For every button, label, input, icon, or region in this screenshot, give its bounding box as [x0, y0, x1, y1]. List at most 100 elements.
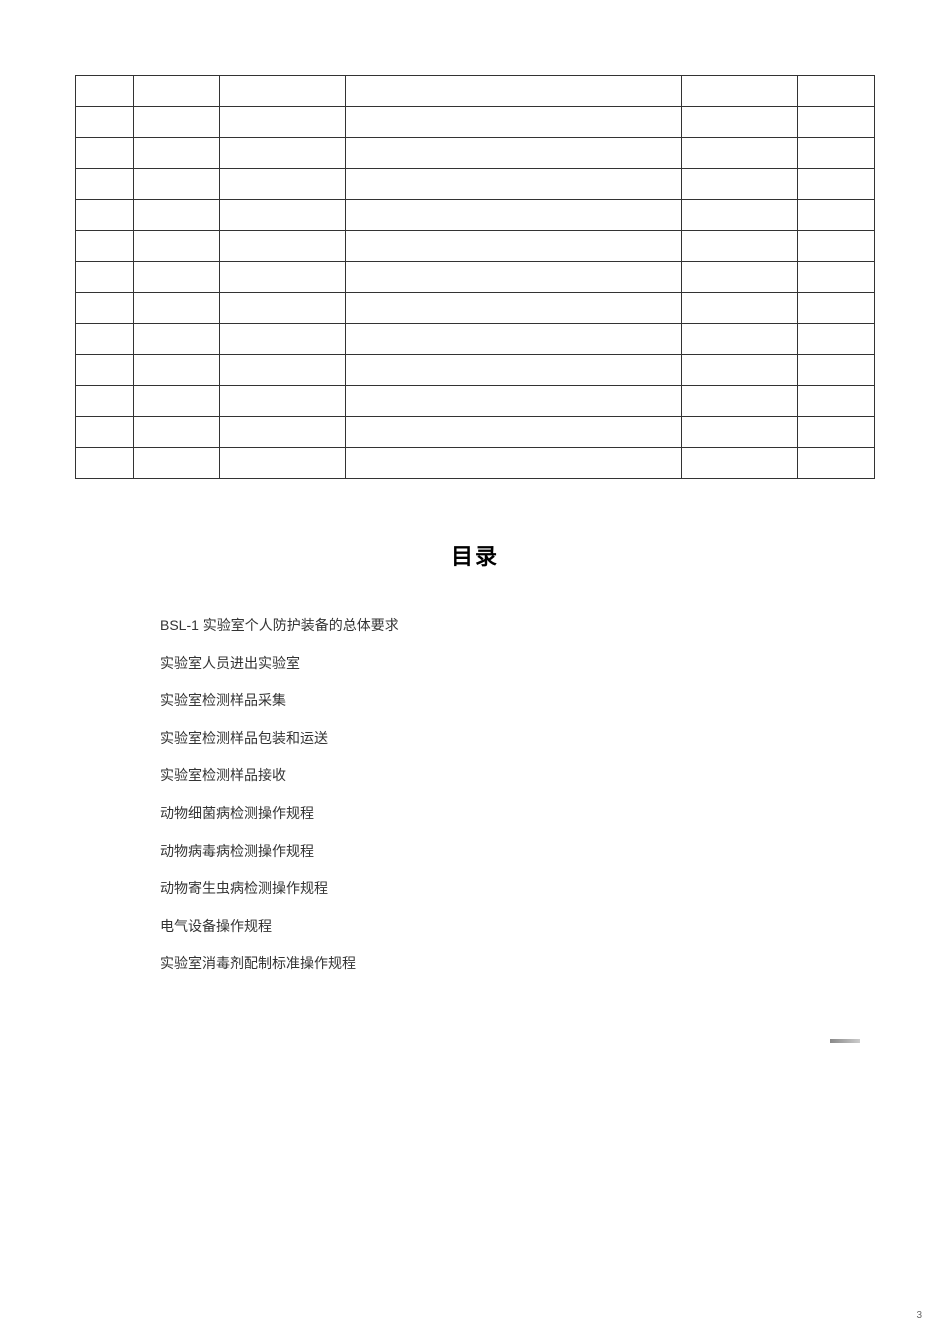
table-cell	[797, 200, 874, 231]
table-cell	[345, 107, 682, 138]
table-cell	[220, 355, 345, 386]
table-cell	[345, 386, 682, 417]
table-cell	[682, 76, 798, 107]
table-row	[76, 355, 875, 386]
table-cell	[220, 76, 345, 107]
table-cell	[345, 169, 682, 200]
table-cell	[133, 76, 220, 107]
toc-item: 实验室检测样品接收	[160, 766, 875, 786]
table-cell	[797, 76, 874, 107]
table-cell	[220, 417, 345, 448]
table-cell	[345, 200, 682, 231]
table-cell	[345, 355, 682, 386]
table-cell	[76, 200, 134, 231]
table-cell	[76, 76, 134, 107]
table-row	[76, 417, 875, 448]
data-table	[75, 75, 875, 479]
table-cell	[76, 138, 134, 169]
table-cell	[220, 200, 345, 231]
table-cell	[345, 417, 682, 448]
table-cell	[682, 200, 798, 231]
toc-item: 动物病毒病检测操作规程	[160, 842, 875, 862]
table-cell	[220, 386, 345, 417]
table-cell	[345, 231, 682, 262]
table-row	[76, 324, 875, 355]
table-cell	[682, 107, 798, 138]
table-cell	[682, 355, 798, 386]
table-row	[76, 293, 875, 324]
toc-item: BSL-1 实验室个人防护装备的总体要求	[160, 616, 875, 636]
table-cell	[797, 169, 874, 200]
table-cell	[345, 76, 682, 107]
table-cell	[682, 262, 798, 293]
toc-heading: 目录	[75, 539, 875, 571]
table-cell	[133, 293, 220, 324]
table-cell	[76, 169, 134, 200]
table-cell	[682, 324, 798, 355]
table-cell	[76, 293, 134, 324]
table-cell	[220, 324, 345, 355]
table-cell	[345, 293, 682, 324]
table-row	[76, 107, 875, 138]
table-cell	[797, 386, 874, 417]
table-cell	[682, 293, 798, 324]
table-cell	[797, 293, 874, 324]
table-cell	[133, 138, 220, 169]
table-row	[76, 76, 875, 107]
page-content: 目录 BSL-1 实验室个人防护装备的总体要求 实验室人员进出实验室 实验室检测…	[0, 0, 950, 974]
table-cell	[682, 169, 798, 200]
table-cell	[133, 262, 220, 293]
table-cell	[76, 355, 134, 386]
table-cell	[76, 231, 134, 262]
table-cell	[76, 417, 134, 448]
toc-item: 实验室消毒剂配制标准操作规程	[160, 954, 875, 974]
table-row	[76, 231, 875, 262]
table-cell	[682, 386, 798, 417]
table-cell	[797, 355, 874, 386]
toc-item: 动物细菌病检测操作规程	[160, 804, 875, 824]
table-cell	[220, 231, 345, 262]
table-cell	[76, 448, 134, 479]
table-cell	[220, 293, 345, 324]
toc-item: 实验室检测样品采集	[160, 691, 875, 711]
table-cell	[345, 262, 682, 293]
table-cell	[797, 417, 874, 448]
table-cell	[133, 386, 220, 417]
table-cell	[682, 138, 798, 169]
table-cell	[133, 417, 220, 448]
table-cell	[133, 448, 220, 479]
table-row	[76, 262, 875, 293]
table-cell	[133, 355, 220, 386]
table-cell	[797, 231, 874, 262]
table-cell	[220, 169, 345, 200]
table-cell	[682, 448, 798, 479]
toc-item: 电气设备操作规程	[160, 917, 875, 937]
table-cell	[133, 324, 220, 355]
table-row	[76, 169, 875, 200]
table-cell	[133, 107, 220, 138]
table-cell	[220, 448, 345, 479]
toc-item: 实验室检测样品包装和运送	[160, 729, 875, 749]
toc-item: 实验室人员进出实验室	[160, 654, 875, 674]
table-cell	[76, 107, 134, 138]
table-cell	[220, 262, 345, 293]
table-cell	[797, 107, 874, 138]
table-row	[76, 138, 875, 169]
table-cell	[797, 138, 874, 169]
footer-dash-mark	[830, 1039, 860, 1043]
table-cell	[345, 138, 682, 169]
table-cell	[220, 107, 345, 138]
toc-item: 动物寄生虫病检测操作规程	[160, 879, 875, 899]
table-cell	[797, 324, 874, 355]
table-cell	[797, 448, 874, 479]
page-number: 3	[916, 1310, 922, 1321]
toc-list: BSL-1 实验室个人防护装备的总体要求 实验室人员进出实验室 实验室检测样品采…	[75, 616, 875, 974]
table-cell	[682, 417, 798, 448]
table-cell	[345, 448, 682, 479]
table-cell	[76, 324, 134, 355]
table-row	[76, 200, 875, 231]
table-row	[76, 386, 875, 417]
table-cell	[682, 231, 798, 262]
table-row	[76, 448, 875, 479]
table-cell	[133, 169, 220, 200]
